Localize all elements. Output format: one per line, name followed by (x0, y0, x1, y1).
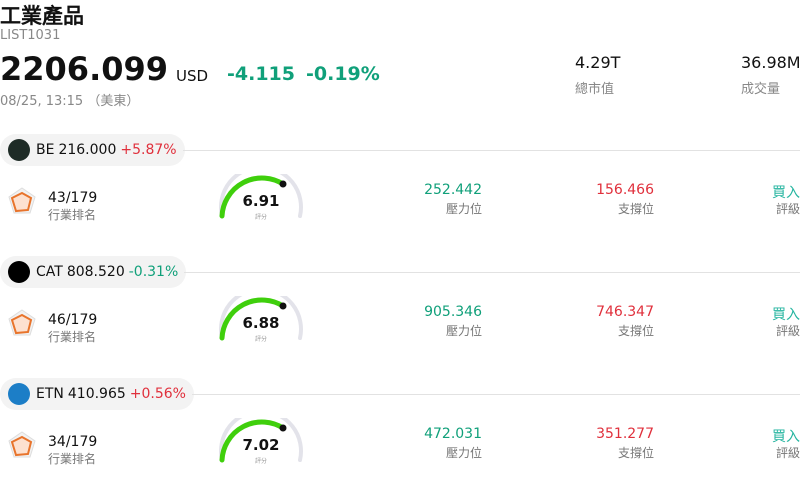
gauge (219, 418, 303, 463)
stat-label: 成交量 (741, 82, 781, 97)
rating: 買入 (772, 429, 800, 445)
radar-icon (8, 187, 36, 214)
score: 6.88 (242, 314, 280, 332)
resistance: 472.031 (424, 426, 482, 442)
logo (8, 261, 30, 283)
change-pct: -0.19% (306, 63, 380, 85)
support-label: 支撐位 (617, 202, 654, 216)
stock-change: +0.56% (129, 386, 186, 402)
score: 7.02 (242, 436, 280, 454)
title: 工業產品 (0, 4, 84, 28)
rank: 34/179 (48, 434, 98, 450)
rating-label: 評級 (775, 202, 800, 216)
stock-ticker: CAT (36, 264, 63, 280)
rank-label: 行業排名 (48, 208, 97, 222)
resistance-label: 壓力位 (445, 446, 482, 460)
rating-label: 評級 (775, 324, 800, 338)
gauge (219, 174, 303, 219)
support-label: 支撐位 (617, 324, 654, 338)
support: 156.466 (596, 182, 654, 198)
divider (184, 272, 800, 273)
resistance: 905.346 (424, 304, 482, 320)
gauge (219, 296, 303, 341)
radar-icon (8, 431, 36, 458)
radar-icon (8, 309, 36, 336)
stock-pill[interactable]: CAT 808.520 -0.31% (0, 256, 187, 288)
rating-label: 評級 (775, 446, 800, 460)
score-label: 評分 (254, 214, 267, 221)
stat-value: 4.29T (575, 53, 621, 72)
time: 08/25, 13:15 （美東） (0, 94, 140, 109)
support: 746.347 (596, 304, 654, 320)
support: 351.277 (596, 426, 654, 442)
rating: 買入 (772, 185, 800, 201)
change: -4.115 (227, 63, 295, 85)
divider (183, 150, 800, 151)
stock-price: 410.965 (67, 386, 126, 402)
price: 2206.099 (0, 50, 169, 88)
rank-label: 行業排名 (48, 452, 97, 466)
stock-change: +5.87% (120, 142, 177, 158)
currency: USD (176, 67, 209, 85)
score-label: 評分 (254, 458, 267, 465)
stock-ticker: BE (36, 142, 55, 158)
resistance-label: 壓力位 (445, 324, 482, 338)
stat-value: 36.98M (741, 53, 800, 72)
score: 6.91 (242, 192, 280, 210)
logo (8, 139, 30, 161)
rank: 46/179 (48, 312, 98, 328)
rank: 43/179 (48, 190, 98, 206)
stock-pill[interactable]: ETN 410.965 +0.56% (0, 378, 194, 410)
stock-pill[interactable]: BE 216.000 +5.87% (0, 134, 185, 166)
stock-price: 808.520 (66, 264, 125, 280)
code: LIST1031 (0, 28, 61, 43)
stock-change: -0.31% (128, 264, 179, 280)
resistance-label: 壓力位 (445, 202, 482, 216)
logo (8, 383, 30, 405)
rank-label: 行業排名 (48, 330, 97, 344)
stock-ticker: ETN (36, 386, 64, 402)
support-label: 支撐位 (617, 446, 654, 460)
divider (192, 394, 800, 395)
stock-price: 216.000 (58, 142, 117, 158)
rating: 買入 (772, 307, 800, 323)
stat-label: 總市值 (575, 82, 615, 97)
resistance: 252.442 (424, 182, 482, 198)
score-label: 評分 (254, 336, 267, 343)
